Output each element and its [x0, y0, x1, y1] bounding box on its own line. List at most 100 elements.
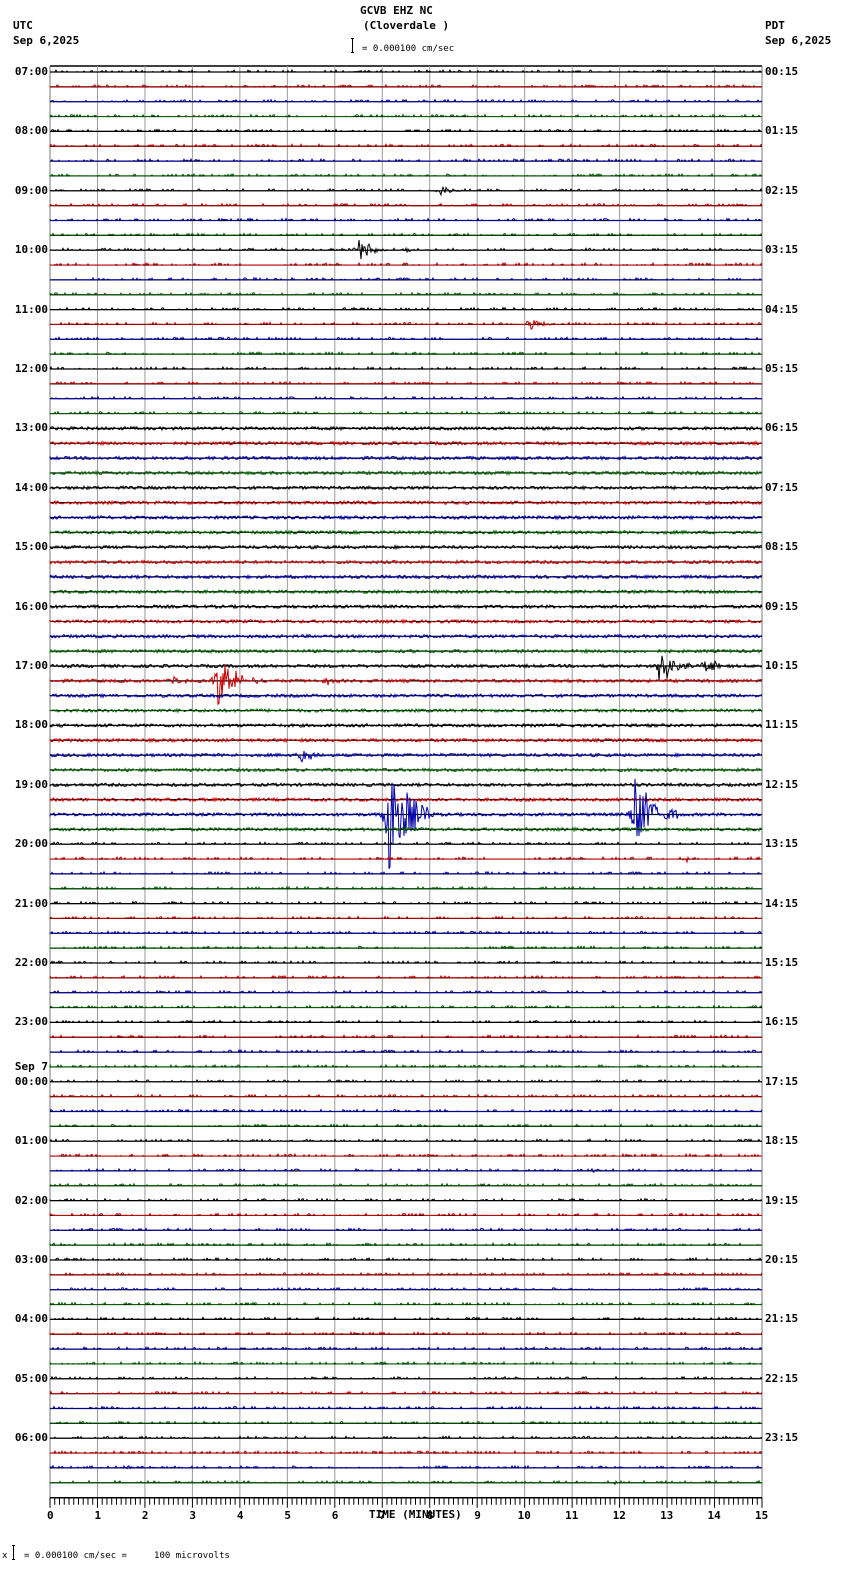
seismic-trace: [49, 945, 763, 950]
station-title: GCVB EHZ NC: [360, 4, 433, 17]
seismic-trace: [49, 1241, 762, 1247]
x-tick-label: 14: [707, 1508, 721, 1522]
right-time-label: 01:15: [765, 124, 799, 138]
left-time-label: 17:00: [14, 659, 48, 672]
right-time-label: 02:15: [765, 183, 799, 197]
footer-mark: x: [2, 1551, 8, 1561]
right-time-label: 04:15: [765, 302, 799, 316]
right-time-label: 18:15: [765, 1134, 799, 1148]
right-time-label: 19:15: [765, 1193, 799, 1207]
seismic-trace: [50, 870, 762, 876]
seismic-trace: [49, 380, 762, 385]
right-time-label: 20:15: [765, 1253, 799, 1266]
scale-bar-icon: [351, 38, 354, 53]
seismic-trace: [49, 425, 763, 432]
left-time-label: 05:00: [14, 1371, 48, 1385]
footer-scale-text: = 0.000100 cm/sec = 100 microvolts: [24, 1551, 230, 1561]
seismic-trace: [49, 915, 763, 920]
seismic-trace: [49, 1123, 762, 1128]
seismic-trace: [50, 1316, 762, 1321]
right-time-label: 23:15: [765, 1431, 799, 1445]
right-time-label: 09:15: [765, 599, 799, 613]
seismic-trace: [49, 633, 763, 640]
seismic-trace: [50, 1048, 763, 1054]
left-time-label: 00:00: [14, 1074, 48, 1088]
seismic-trace: [49, 1004, 763, 1009]
seismic-trace: [49, 588, 763, 595]
seismic-trace: [50, 1375, 763, 1380]
x-tick-label: 7: [379, 1508, 386, 1522]
right-time-label: 05:15: [765, 362, 799, 375]
seismic-trace: [49, 692, 763, 699]
seismic-trace: [49, 469, 763, 477]
left-time-label: 08:00: [14, 124, 48, 138]
seismic-trace: [50, 1167, 762, 1173]
seismic-trace: [49, 291, 763, 296]
seismic-trace: [50, 1405, 762, 1410]
seismic-trace: [49, 1271, 763, 1276]
left-time-label: 20:00: [14, 837, 48, 851]
seismic-trace: [50, 68, 762, 73]
seismic-trace: [49, 778, 763, 869]
seismic-trace: [49, 1197, 763, 1202]
seismic-trace: [49, 320, 762, 330]
left-time-label: 03:00: [14, 1253, 48, 1266]
left-time-label: 14:00: [14, 480, 48, 494]
seismic-trace: [49, 172, 763, 177]
seismic-trace: [50, 1435, 763, 1440]
seismic-trace: [49, 185, 763, 197]
seismic-trace: [49, 1063, 762, 1068]
left-timezone: UTC: [13, 19, 33, 32]
left-time-label: 01:00: [14, 1134, 48, 1148]
seismic-trace: [49, 1108, 763, 1113]
x-tick-label: 10: [517, 1508, 531, 1522]
left-time-label: 04:00: [14, 1312, 48, 1326]
left-time-label: 16:00: [14, 599, 48, 613]
seismic-trace: [49, 1450, 763, 1454]
left-time-label: 22:00: [14, 956, 48, 969]
left-time-label: 21:00: [14, 896, 48, 910]
seismic-trace: [49, 1301, 763, 1306]
right-time-label: 13:15: [765, 837, 799, 851]
seismic-trace: [49, 113, 762, 118]
left-time-label: 15:00: [14, 540, 48, 554]
seismic-trace: [49, 455, 763, 462]
right-time-label: 21:15: [765, 1312, 799, 1326]
left-time-label: 19:00: [14, 777, 48, 791]
seismic-trace: [49, 1138, 762, 1143]
seismic-trace: [50, 1078, 762, 1083]
seismic-trace: [49, 1345, 763, 1351]
seismic-trace: [49, 930, 762, 935]
seismic-trace: [49, 647, 763, 655]
x-tick-label: 4: [236, 1508, 244, 1522]
seismic-trace: [49, 240, 762, 260]
x-tick-label: 3: [189, 1508, 197, 1522]
seismic-trace: [49, 722, 763, 729]
right-time-label: 17:15: [765, 1074, 799, 1088]
left-time-label: 23:00: [14, 1015, 48, 1029]
seismic-trace: [49, 262, 763, 266]
seismic-trace: [49, 707, 763, 714]
right-time-label: 22:15: [765, 1371, 799, 1385]
x-tick-label: 12: [612, 1508, 626, 1522]
seismic-trace: [49, 499, 763, 506]
seismic-trace: [49, 1420, 762, 1425]
seismic-trace: [49, 751, 763, 763]
seismic-trace: [49, 336, 762, 341]
right-time-label: 15:15: [765, 956, 799, 969]
seismic-trace: [49, 573, 763, 581]
right-time-label: 12:15: [765, 777, 799, 791]
x-tick-label: 8: [426, 1508, 434, 1522]
seismic-trace: [49, 410, 763, 415]
right-time-label: 00:15: [765, 65, 799, 78]
seismic-trace: [50, 841, 762, 846]
right-date: Sep 6,2025: [765, 34, 832, 47]
seismic-trace: [50, 157, 762, 163]
x-tick-label: 5: [284, 1508, 291, 1522]
seismic-trace: [49, 781, 763, 788]
seismic-trace: [49, 1464, 762, 1470]
seismic-trace: [49, 603, 763, 610]
seismic-trace: [49, 1479, 762, 1486]
seismic-trace: [49, 365, 762, 371]
seismic-trace: [50, 1019, 762, 1024]
